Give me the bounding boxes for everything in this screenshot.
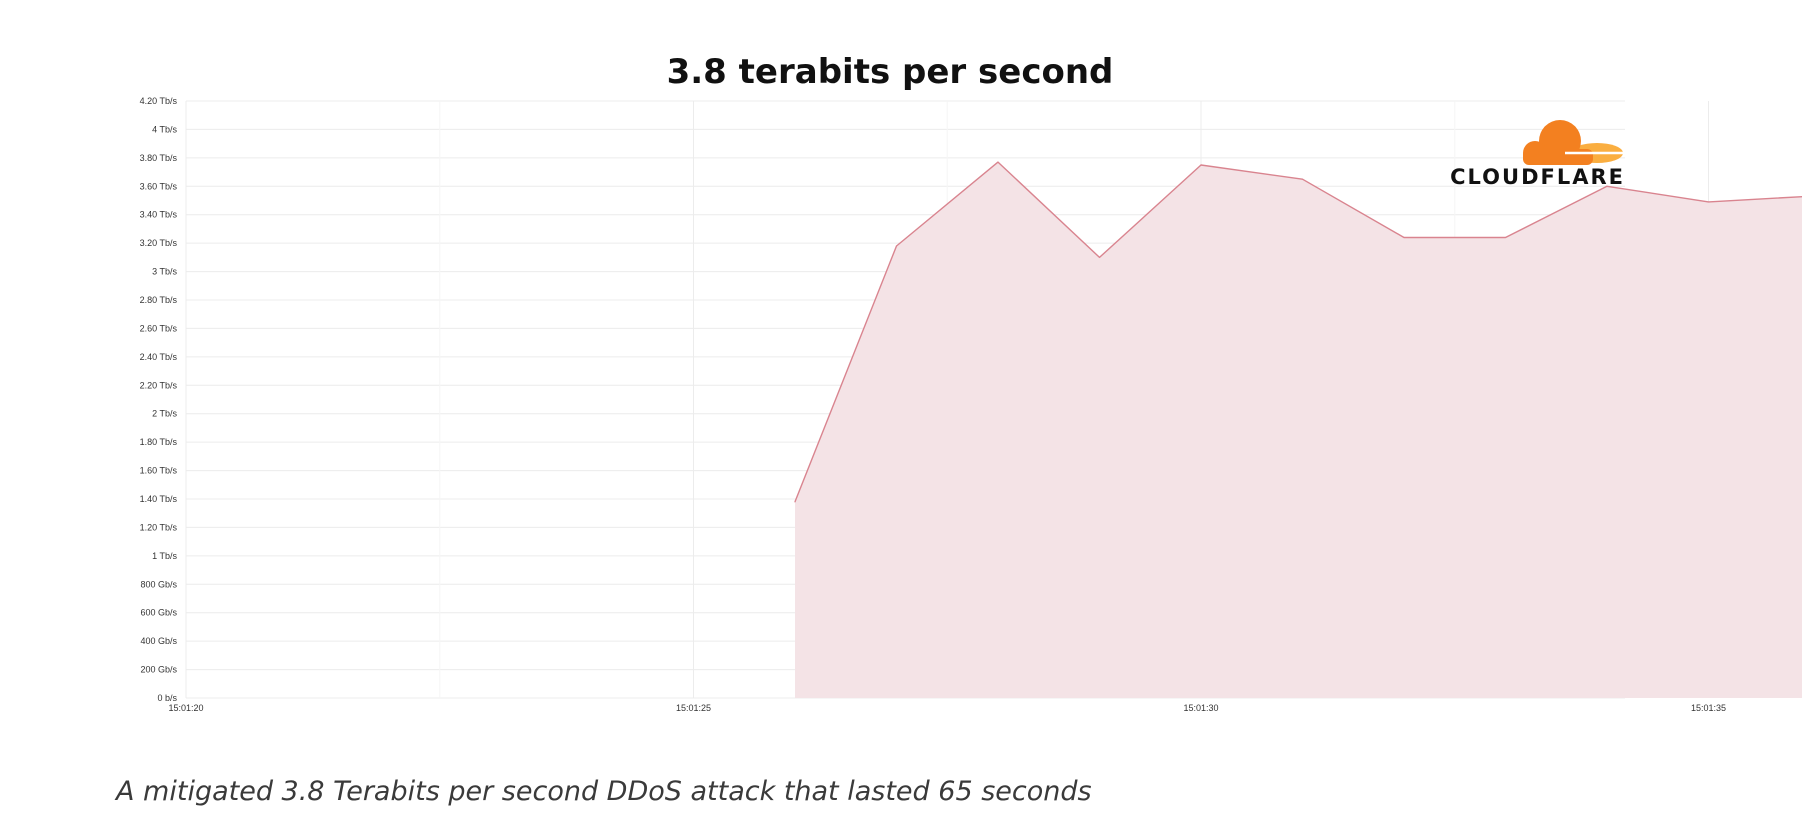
cloudflare-cloud-icon (1523, 120, 1625, 165)
data-point (1707, 201, 1710, 203)
y-tick-label: 3 Tb/s (152, 267, 177, 277)
y-tick-label: 2.80 Tb/s (140, 295, 178, 305)
y-tick-label: 1.20 Tb/s (140, 522, 178, 532)
y-tick-label: 3.40 Tb/s (140, 210, 178, 220)
y-tick-label: 0 b/s (157, 693, 177, 703)
data-point (997, 161, 999, 163)
figure-caption: A mitigated 3.8 Terabits per second DDoS… (116, 776, 1092, 807)
y-tick-label: 1.40 Tb/s (140, 494, 178, 504)
y-tick-label: 4.20 Tb/s (140, 96, 178, 106)
chart-plot: 0 b/s 200 Gb/s 400 Gb/s 600 Gb/s 800 Gb/s 1 T… (140, 96, 1802, 713)
y-tick-label: 3.20 Tb/s (140, 238, 178, 248)
x-tick-label: 15:01:25 (676, 703, 711, 713)
y-tick-label: 200 Gb/s (140, 665, 177, 675)
chart-title: 3.8 terabits per second (666, 52, 1114, 92)
cloudflare-logo: CLOUDFLARE (1425, 115, 1625, 193)
data-point (895, 245, 898, 247)
y-tick-label: 2 Tb/s (152, 409, 177, 419)
data-point (1504, 236, 1507, 239)
y-tick-label: 600 Gb/s (140, 608, 177, 618)
y-tick-label: 2.60 Tb/s (140, 323, 178, 333)
data-point (1200, 164, 1202, 166)
x-tick-label: 15:01:30 (1183, 703, 1218, 713)
data-point (1606, 185, 1608, 187)
data-point (1301, 178, 1304, 180)
data-point (794, 501, 796, 503)
logo-text: CLOUDFLARE (1450, 165, 1625, 189)
y-tick-label: 3.80 Tb/s (140, 153, 178, 163)
x-axis-ticks: 15:01:2015:01:2515:01:3015:01:3515:01:40… (168, 703, 1726, 713)
y-tick-label: 2.40 Tb/s (140, 352, 178, 362)
y-tick-label: 4 Tb/s (152, 124, 177, 134)
y-tick-label: 800 Gb/s (140, 579, 177, 589)
y-tick-label: 1 Tb/s (152, 551, 177, 561)
series-area (795, 162, 1802, 698)
x-tick-label: 15:01:20 (168, 703, 203, 713)
y-tick-label: 3.60 Tb/s (140, 181, 178, 191)
x-tick-label: 15:01:35 (1691, 703, 1726, 713)
y-tick-label: 1.80 Tb/s (140, 437, 178, 447)
cloud-shape-base (1523, 149, 1593, 165)
y-tick-label: 2.20 Tb/s (140, 380, 178, 390)
data-point (1403, 236, 1405, 239)
data-point (1098, 256, 1101, 258)
y-tick-label: 1.60 Tb/s (140, 466, 178, 476)
y-tick-label: 400 Gb/s (140, 636, 177, 646)
chart-figure: 3.8 terabits per second 0 b/s 200 Gb/s 400… (140, 52, 1802, 713)
y-axis-ticks: 0 b/s 200 Gb/s 400 Gb/s 600 Gb/s 800 Gb/s 1 T… (140, 96, 178, 703)
area-layer (794, 161, 1802, 698)
